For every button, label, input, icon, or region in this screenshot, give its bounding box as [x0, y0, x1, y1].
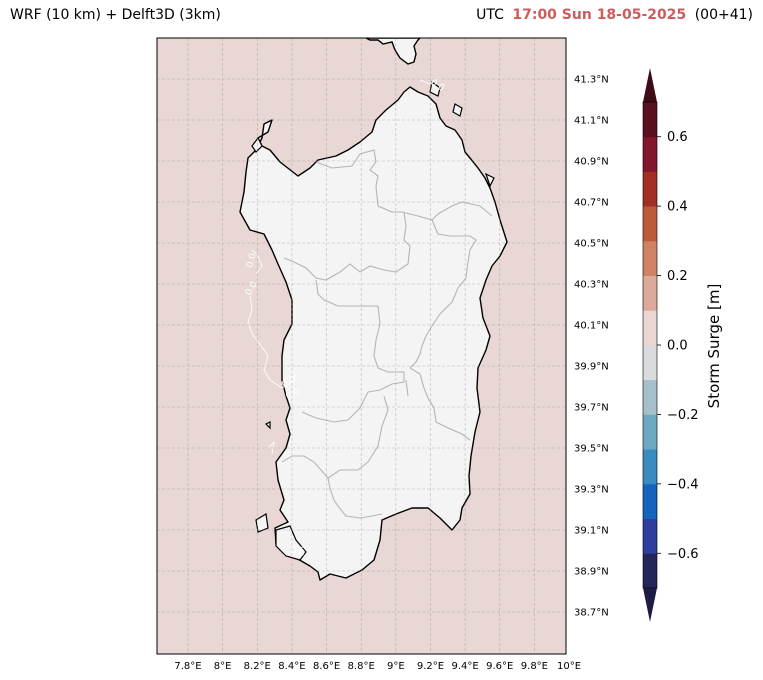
lon-label: 9.6°E: [486, 661, 513, 672]
colorbar-bin: [643, 206, 657, 242]
colorbar-bin: [643, 136, 657, 172]
lat-label: 41.1°N: [574, 116, 609, 127]
lon-label: 8.2°E: [244, 661, 271, 672]
colorbar-tick-label: 0.0: [667, 339, 688, 354]
colorbar-max-extension: [643, 68, 657, 102]
colorbar-tick-label: 0.2: [667, 269, 688, 284]
lon-label: 9.8°E: [521, 661, 548, 672]
province-borders: [281, 149, 493, 519]
colorbar-bin: [643, 483, 657, 519]
colorbar-tick-label: 0.6: [667, 130, 688, 145]
lon-label: 9.2°E: [417, 661, 444, 672]
colorbar-bin: [643, 310, 657, 346]
colorbar-bin: [643, 275, 657, 311]
colorbar-tick-label: 0.4: [667, 200, 688, 215]
lon-label: 8.8°E: [348, 661, 375, 672]
latitude-labels: 41.3°N 41.1°N 40.9°N 40.7°N 40.5°N 40.3°N 40.1…: [574, 75, 609, 619]
colorbar-bin: [643, 553, 657, 589]
lat-label: 40.9°N: [574, 157, 609, 168]
colorbar-bin: [643, 379, 657, 415]
lat-label: 41.3°N: [574, 75, 609, 86]
colorbar-bin: [643, 449, 657, 485]
forecast-timestamp: 17:00 Sun 18-05-2025: [512, 7, 687, 23]
lon-label: 7.8°E: [174, 661, 201, 672]
lon-label: 9.4°E: [452, 661, 479, 672]
colorbar-label: Storm Surge [m]: [705, 284, 723, 409]
colorbar-tick-label: −0.6: [667, 547, 699, 562]
lat-label: 39.9°N: [574, 362, 609, 373]
lat-label: 38.7°N: [574, 608, 609, 619]
lon-label: 8.6°E: [313, 661, 340, 672]
lat-label: 40.3°N: [574, 280, 609, 291]
lon-label: 8°E: [214, 661, 232, 672]
colorbar-bin: [643, 240, 657, 276]
lat-label: 40.5°N: [574, 239, 609, 250]
timezone-label: UTC: [476, 7, 504, 23]
lat-label: 39.1°N: [574, 526, 609, 537]
lat-label: 39.3°N: [574, 485, 609, 496]
colorbar-bin: [643, 171, 657, 207]
contour-label: 0.0: [245, 252, 258, 269]
colorbar: 0.6 0.4 0.2 0.0 −0.2 −0.4 −0.6: [642, 68, 699, 622]
map-frame: [156, 37, 567, 655]
lat-label: 39.5°N: [574, 444, 609, 455]
island-mal-di-ventre: [264, 421, 271, 430]
colorbar-bin: [643, 518, 657, 554]
island-tavolara: [484, 172, 495, 188]
colorbar-bin: [643, 345, 657, 381]
lon-label: 8.4°E: [278, 661, 305, 672]
time-header: UTC 17:00 Sun 18-05-2025 (00+41): [476, 7, 753, 23]
island-sant-antioco: [275, 525, 307, 561]
contour-label: 0.0: [289, 545, 306, 559]
lead-time: (00+41): [694, 7, 753, 23]
colorbar-bin: [643, 102, 657, 138]
map-title: WRF (10 km) + Delft3D (3km): [10, 7, 221, 23]
corsica-landmass: [365, 38, 421, 65]
lon-label: 9°E: [387, 661, 405, 672]
colorbar-bin: [643, 414, 657, 450]
island-caprera: [452, 103, 463, 117]
lat-label: 39.7°N: [574, 403, 609, 414]
lat-label: 38.9°N: [574, 567, 609, 578]
lon-label: 10°E: [557, 661, 581, 672]
lat-label: 40.7°N: [574, 198, 609, 209]
colorbar-tick-label: −0.4: [667, 477, 699, 492]
longitude-labels: 7.8°E 8°E 8.2°E 8.4°E 8.6°E 8.8°E 9°E 9.2°E 9.4°…: [174, 661, 581, 672]
surge-contours: [247, 77, 441, 549]
map-gridlines: [157, 38, 566, 654]
colorbar-tick-label: −0.2: [667, 408, 699, 423]
colorbar-min-extension: [643, 588, 657, 622]
lat-label: 40.1°N: [574, 321, 609, 332]
